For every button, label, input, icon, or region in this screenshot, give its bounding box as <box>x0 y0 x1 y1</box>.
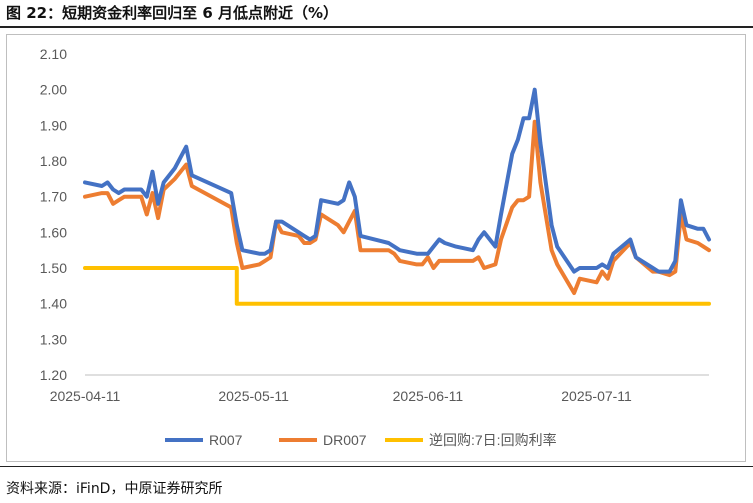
y-tick-label: 1.90 <box>40 117 67 133</box>
x-axis: 2025-04-11 2025-05-11 2025-06-11 2025-07-11 <box>50 388 632 404</box>
line-chart: 1.20 1.30 1.40 1.50 1.60 1.70 1.80 1.90 2.00 2.10… <box>40 46 711 448</box>
y-tick-label: 1.40 <box>40 296 67 312</box>
y-tick-label: 1.60 <box>40 224 67 240</box>
footer-rule <box>0 466 753 467</box>
title-rule <box>0 26 753 28</box>
legend-label: DR007 <box>323 432 367 448</box>
legend-label: R007 <box>209 432 243 448</box>
source-note: 资料来源：iFinD，中原证券研究所 <box>6 481 223 497</box>
series-line-7reverse-repo <box>83 266 711 306</box>
y-tick-label: 1.70 <box>40 189 67 205</box>
y-tick-label: 1.80 <box>40 153 67 169</box>
y-tick-label: 1.50 <box>40 260 67 276</box>
figure-title: 图 22：短期资金利率回归至 6 月低点附近（%） <box>6 4 339 22</box>
series-line-DR007 <box>83 119 711 295</box>
y-tick-label: 2.00 <box>40 82 67 98</box>
y-axis: 1.20 1.30 1.40 1.50 1.60 1.70 1.80 1.90 2.00 2.10 <box>40 46 67 383</box>
y-tick-label: 2.10 <box>40 46 67 62</box>
legend: R007 DR007 逆回购:7日:回购利率 <box>165 432 557 448</box>
x-tick-label: 2025-07-11 <box>561 388 632 404</box>
series-layer <box>83 87 711 306</box>
y-tick-label: 1.20 <box>40 367 67 383</box>
y-tick-label: 1.30 <box>40 331 67 347</box>
series-line-R007 <box>83 87 711 274</box>
x-tick-label: 2025-06-11 <box>393 388 464 404</box>
x-tick-label: 2025-04-11 <box>50 388 121 404</box>
x-tick-label: 2025-05-11 <box>218 388 289 404</box>
chart-area: 1.20 1.30 1.40 1.50 1.60 1.70 1.80 1.90 2.00 2.10… <box>6 34 746 462</box>
legend-label: 逆回购:7日:回购利率 <box>429 432 557 448</box>
